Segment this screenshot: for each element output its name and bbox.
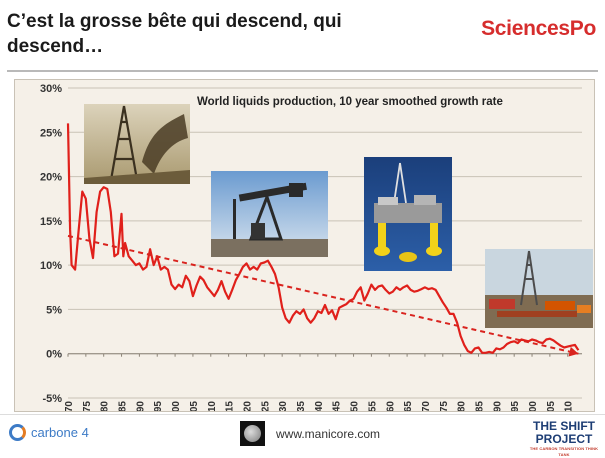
x-tick-label: 1890 [135, 401, 146, 411]
y-tick-label: 30% [40, 83, 62, 95]
x-tick-label: 1955 [367, 401, 378, 411]
x-tick-label: 1915 [225, 401, 236, 411]
x-tick-label: 1925 [260, 401, 271, 411]
x-tick-label: 1970 [421, 401, 432, 411]
x-tick-label: 1935 [296, 401, 307, 411]
offshore-platform-photo [364, 157, 452, 271]
x-tick-label: 1985 [474, 401, 485, 411]
shift-project-line2: PROJECT [535, 432, 593, 446]
x-tick-label: 1980 [457, 401, 468, 411]
x-tick-label: 1975 [439, 401, 450, 411]
x-tick-label: 1995 [510, 401, 521, 411]
x-tick-label: 1870 [64, 401, 75, 411]
sciencespo-logo: SciencesPo [481, 17, 596, 40]
y-tick-label: 10% [40, 260, 62, 272]
x-tick-label: 1965 [403, 401, 414, 411]
y-tick-label: 20% [40, 172, 62, 184]
x-tick-label: 1905 [189, 401, 200, 411]
y-tick-label: 25% [40, 127, 62, 139]
manicore-link[interactable]: www.manicore.com [276, 427, 381, 441]
trend-arrowhead [568, 346, 579, 357]
x-tick-label: 1960 [385, 401, 396, 411]
x-tick-label: 1940 [314, 401, 325, 411]
moon-icon [240, 421, 265, 446]
shift-project-line1: THE SHIFT [533, 419, 595, 433]
y-tick-label: 5% [46, 304, 62, 316]
x-tick-label: 1950 [350, 401, 361, 411]
x-tick-label: 2005 [546, 401, 557, 411]
x-tick-label: 1885 [118, 401, 129, 411]
carbone4-logo: carbone 4 [9, 424, 89, 441]
growth-rate-chart: 30% 25% 20% 15% 10% 5% 0% -5%1870 1875 1880 1885 18… [40, 83, 582, 411]
shift-project-tagline: THE CARBON TRANSITION THINK TANK [529, 446, 599, 457]
pumpjack-photo [211, 171, 328, 257]
x-tick-label: 2000 [528, 401, 539, 411]
oil-gusher-photo [84, 104, 190, 184]
carbone4-icon [9, 424, 26, 441]
shift-project-logo: THE SHIFT PROJECT THE CARBON TRANSITION … [529, 420, 599, 458]
slide-title: C’est la grosse bête qui descend, qui de… [7, 11, 342, 57]
x-tick-label: 1930 [278, 401, 289, 411]
header-divider [7, 70, 598, 72]
x-tick-label: 1880 [100, 401, 111, 411]
chart-title: World liquids production, 10 year smooth… [197, 96, 503, 108]
x-tick-label: 1945 [332, 401, 343, 411]
trend-line [67, 234, 579, 355]
x-tick-label: 2010 [564, 401, 575, 411]
footer-divider [0, 414, 605, 415]
x-tick-label: 1875 [82, 401, 93, 411]
x-tick-label: 1910 [207, 401, 218, 411]
x-tick-label: 1920 [242, 401, 253, 411]
x-tick-label: 1895 [153, 401, 164, 411]
x-tick-label: 1990 [492, 401, 503, 411]
y-tick-label: 15% [40, 216, 62, 228]
y-tick-label: -5% [42, 393, 62, 405]
growth-rate-line [66, 123, 580, 354]
carbone4-label: carbone 4 [31, 425, 89, 440]
y-tick-label: 0% [46, 349, 62, 361]
x-tick-label: 1900 [171, 401, 182, 411]
drilling-rig-photo [485, 249, 593, 328]
